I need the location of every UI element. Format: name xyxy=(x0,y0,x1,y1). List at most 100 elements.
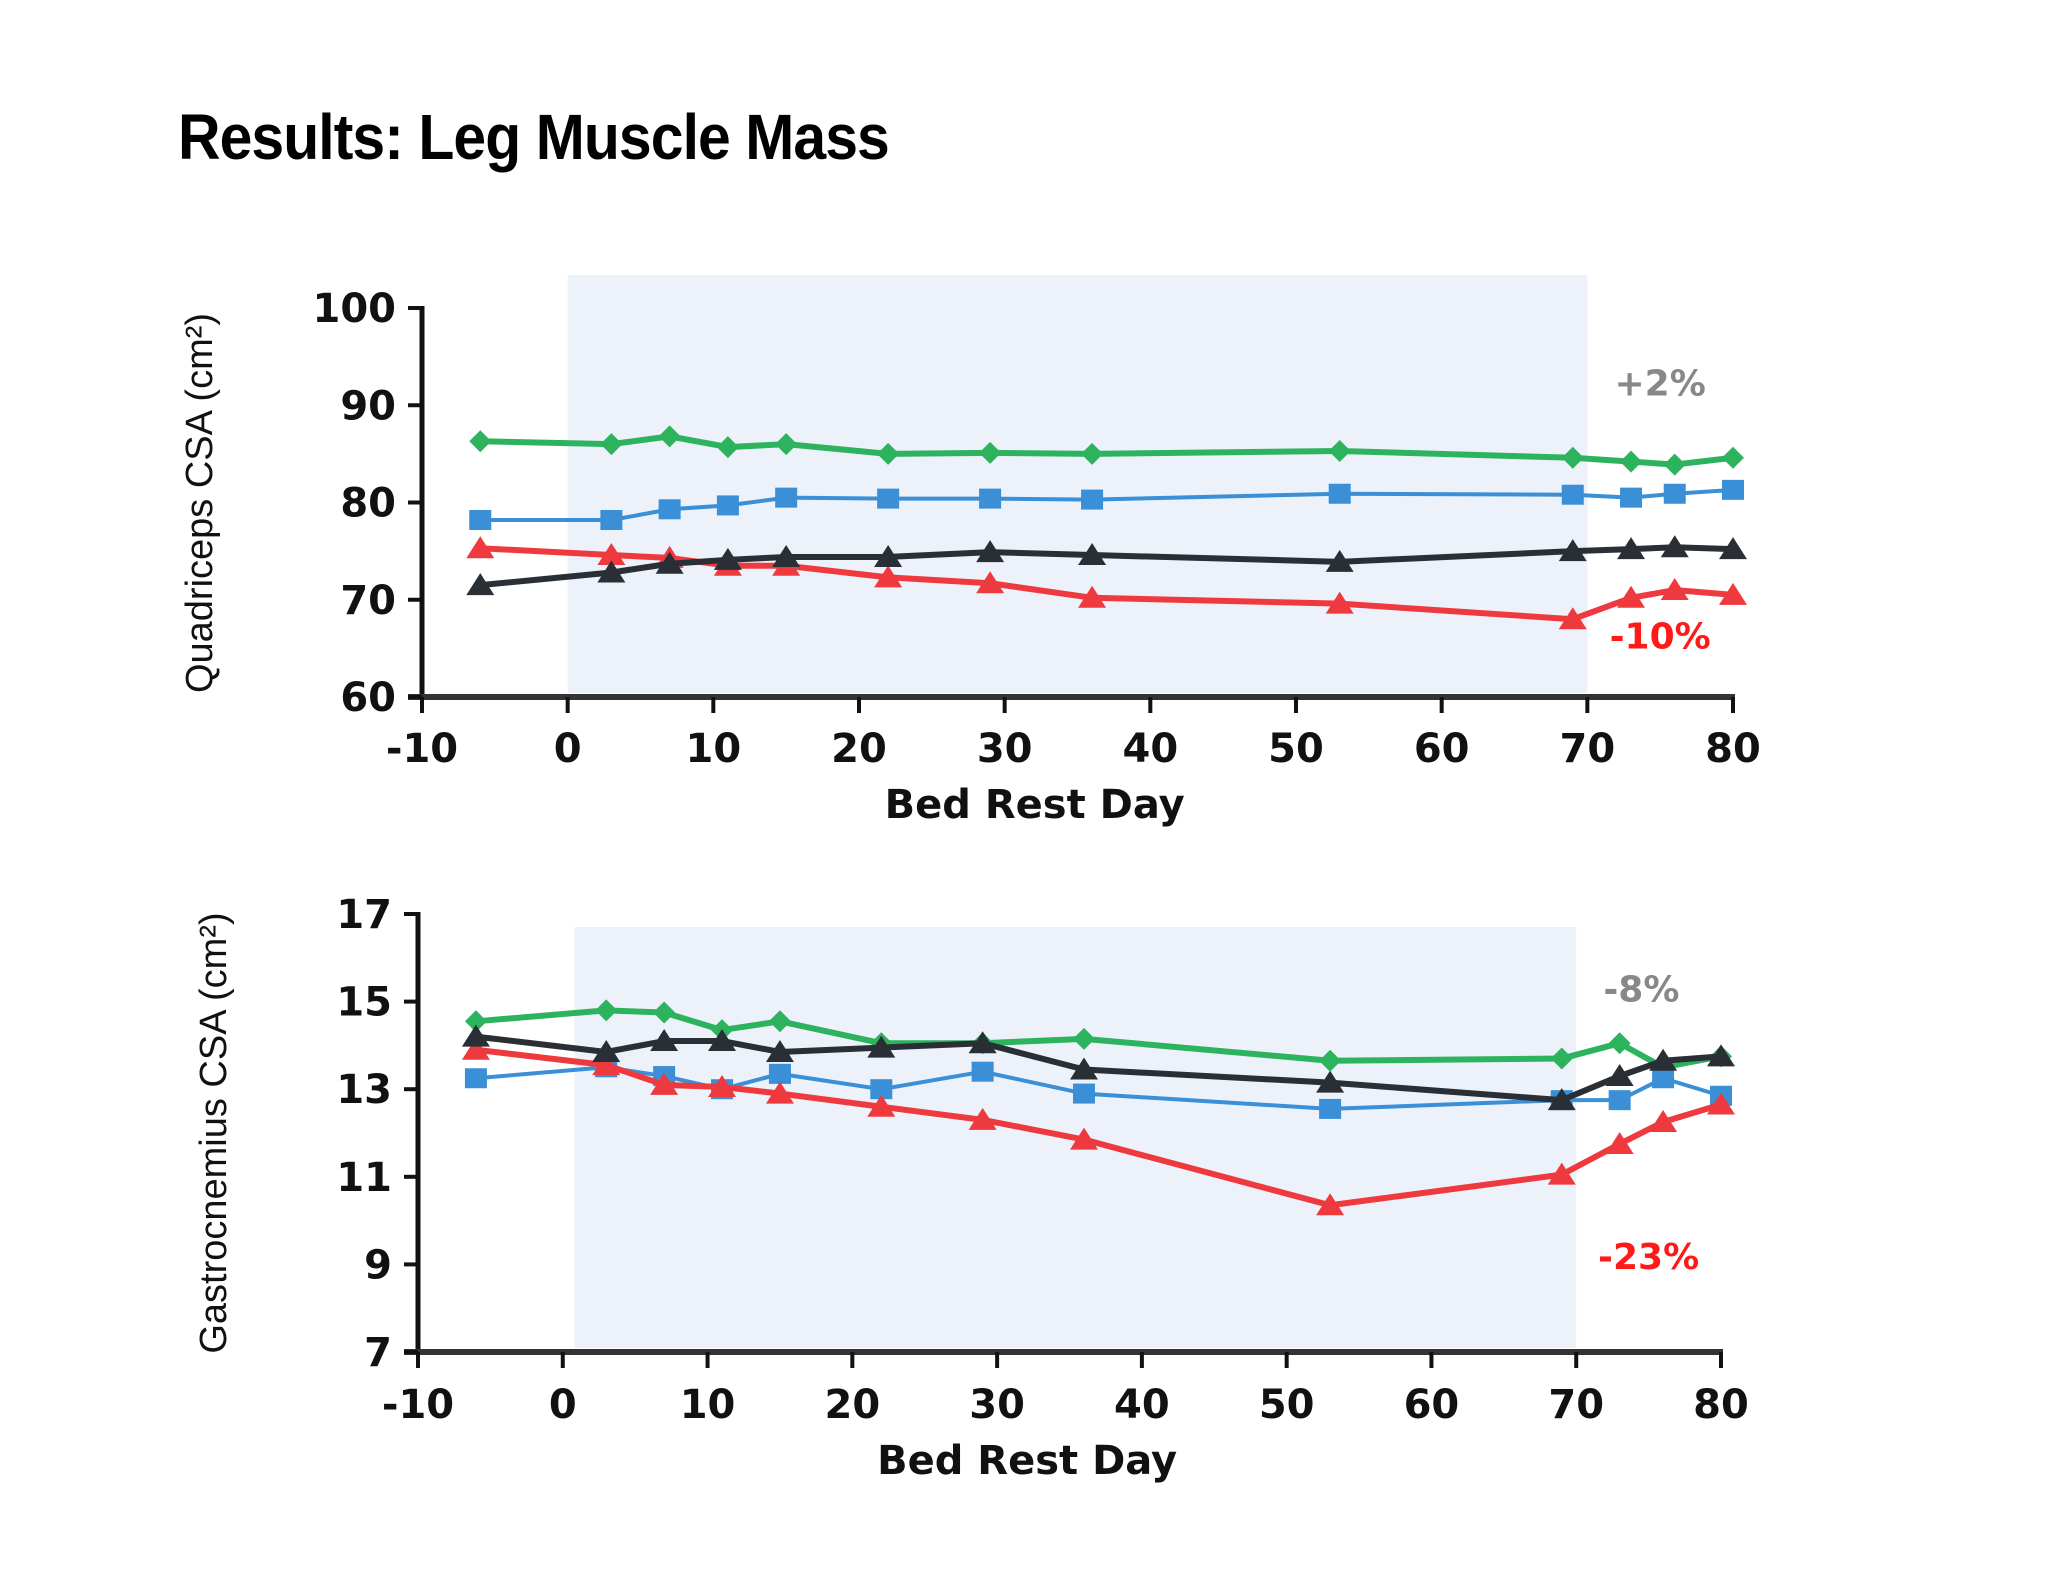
x-tick-label: 0 xyxy=(549,1382,577,1428)
percent-change-label: -10% xyxy=(1610,616,1711,657)
y-tick-label: 80 xyxy=(340,481,396,527)
data-point xyxy=(1617,585,1646,608)
y-tick-label: 90 xyxy=(340,383,396,429)
data-point xyxy=(597,560,626,583)
data-point xyxy=(1072,1083,1095,1104)
data-point xyxy=(1660,578,1689,601)
data-point xyxy=(968,1031,997,1054)
data-point xyxy=(1722,479,1744,500)
data-point xyxy=(592,1039,621,1062)
data-point xyxy=(708,1029,737,1052)
data-point xyxy=(1561,446,1584,469)
data-point xyxy=(968,1107,997,1130)
data-point xyxy=(658,425,681,448)
data-point xyxy=(1081,442,1104,465)
x-axis-title: Bed Rest Day xyxy=(877,1438,1177,1484)
series-green-diamond xyxy=(469,425,1744,476)
x-tick-label: -10 xyxy=(386,726,458,772)
data-point xyxy=(765,1039,794,1062)
data-point xyxy=(768,1063,791,1084)
data-point xyxy=(469,510,492,531)
data-point xyxy=(1558,607,1587,630)
data-point xyxy=(1719,582,1747,605)
data-point xyxy=(1081,489,1104,510)
percent-change-label: +2% xyxy=(1615,364,1706,405)
data-point xyxy=(1617,537,1646,560)
data-point xyxy=(1605,1064,1634,1087)
data-point xyxy=(650,1029,679,1052)
data-point xyxy=(775,433,798,456)
data-point xyxy=(1608,1032,1631,1055)
y-tick-label: 11 xyxy=(336,1155,392,1201)
series-black-triangle xyxy=(461,1024,1735,1111)
y-tick-label: 70 xyxy=(340,578,396,624)
data-point xyxy=(772,544,801,567)
x-tick-label: 40 xyxy=(1114,1382,1170,1428)
y-tick-label: 17 xyxy=(336,892,392,938)
data-point xyxy=(1319,1098,1342,1119)
data-point xyxy=(874,544,903,567)
data-point xyxy=(655,551,684,574)
data-point xyxy=(464,1010,487,1033)
data-point xyxy=(1660,535,1689,558)
x-tick-label: 60 xyxy=(1404,1382,1460,1428)
data-point xyxy=(877,442,900,465)
data-point xyxy=(1620,487,1643,508)
x-tick-label: 20 xyxy=(824,1382,880,1428)
x-axis-title: Bed Rest Day xyxy=(885,782,1185,828)
shaded-region xyxy=(567,275,1588,693)
data-point xyxy=(874,565,903,588)
data-point xyxy=(775,487,798,508)
x-tick-label: 80 xyxy=(1705,726,1761,772)
data-point xyxy=(600,433,623,456)
data-point xyxy=(461,1037,490,1060)
data-point xyxy=(1328,439,1351,462)
data-point xyxy=(466,536,495,559)
data-point xyxy=(1316,1193,1345,1216)
data-point xyxy=(597,543,626,566)
data-point xyxy=(867,1035,896,1058)
x-tick-label: 60 xyxy=(1414,726,1470,772)
data-point xyxy=(1550,1047,1573,1070)
data-point xyxy=(1069,1057,1098,1080)
data-point xyxy=(1707,1044,1735,1067)
data-point xyxy=(1649,1110,1678,1133)
data-point xyxy=(1722,446,1744,469)
data-point xyxy=(716,436,739,459)
data-point xyxy=(1663,483,1686,504)
x-tick-label: 30 xyxy=(977,726,1033,772)
x-tick-label: 10 xyxy=(685,726,741,772)
data-point xyxy=(1561,484,1584,505)
data-point xyxy=(466,573,495,596)
data-point xyxy=(653,1001,676,1024)
y-tick-label: 7 xyxy=(364,1330,392,1376)
data-point xyxy=(1325,549,1354,572)
x-tick-label: 80 xyxy=(1693,1382,1749,1428)
x-tick-label: 0 xyxy=(554,726,582,772)
x-tick-label: 50 xyxy=(1268,726,1324,772)
data-point xyxy=(1652,1068,1675,1089)
page-title: Results: Leg Muscle Mass xyxy=(178,101,890,173)
data-point xyxy=(1558,539,1587,562)
x-tick-label: 40 xyxy=(1122,726,1178,772)
y-axis-title: Quadriceps CSA (cm²) xyxy=(179,313,221,693)
data-point xyxy=(708,1075,737,1098)
data-point xyxy=(469,430,492,453)
data-point xyxy=(877,488,900,509)
data-point xyxy=(1316,1070,1345,1093)
data-point xyxy=(592,1053,621,1076)
data-point xyxy=(979,441,1002,464)
data-point xyxy=(979,488,1002,509)
data-point xyxy=(1608,1090,1631,1111)
data-point xyxy=(461,1024,490,1047)
data-point xyxy=(971,1061,994,1082)
y-tick-label: 15 xyxy=(336,980,392,1026)
data-point xyxy=(716,495,739,516)
data-point xyxy=(1547,1088,1576,1111)
y-tick-label: 100 xyxy=(313,286,397,332)
x-tick-label: 70 xyxy=(1559,726,1615,772)
quadriceps-chart: 60 70 80 90 100 -10 0 10 20 30 40 50 60 70 80 Bed Rest … xyxy=(179,275,1761,828)
percent-change-label: -8% xyxy=(1603,970,1679,1011)
data-point xyxy=(1078,585,1107,608)
